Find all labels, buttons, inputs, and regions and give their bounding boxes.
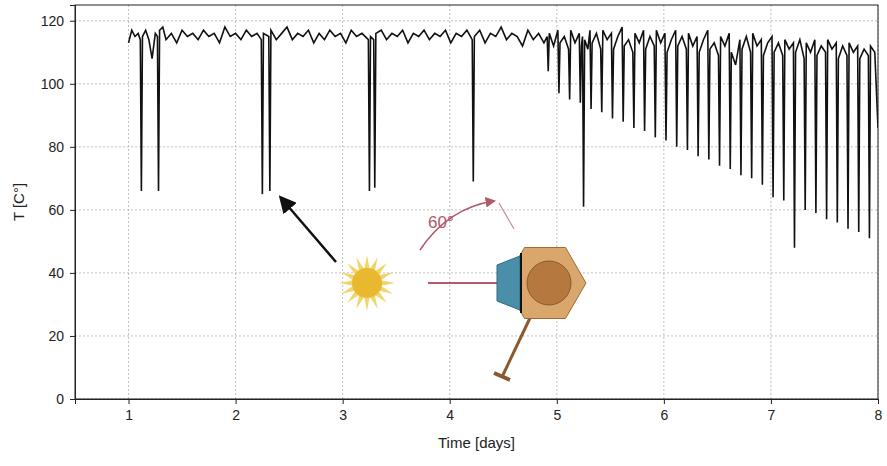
x-axis: 1 2 3 4 5 6 7 8: [76, 399, 883, 423]
tick: 80: [48, 139, 75, 155]
tick-label: 120: [41, 13, 65, 29]
grid-line: [75, 20, 878, 21]
tick: 3: [339, 399, 347, 423]
tick: 4: [446, 399, 454, 423]
tick: 1: [125, 399, 133, 423]
y-axis-title: T [C°]: [10, 183, 27, 221]
tick-label: 2: [232, 407, 240, 423]
tick-label: 4: [446, 407, 454, 423]
angle-arc: [420, 201, 494, 250]
tick-mark: [70, 399, 75, 400]
tilt-line: [499, 203, 514, 229]
tick-label: 100: [41, 76, 65, 92]
y-axis: 0 20 40 60 80 100 120: [41, 6, 76, 407]
tick-label: 7: [768, 407, 776, 423]
tick-label: 20: [48, 328, 64, 344]
tick-label: 80: [48, 139, 64, 155]
marks: [129, 27, 878, 248]
panel-edge: [520, 253, 522, 313]
grid-line: [770, 5, 771, 399]
grid-line: [75, 209, 878, 210]
tick: 0: [56, 391, 75, 407]
tick: 6: [660, 399, 668, 423]
tick-mark: [70, 210, 75, 211]
tick: 2: [232, 399, 240, 423]
grid-line: [556, 5, 557, 399]
sun-rays: [339, 255, 395, 311]
tick: 5: [553, 399, 561, 423]
tick-label: 0: [56, 391, 64, 407]
tick: 100: [41, 76, 75, 92]
tick-label: 60: [48, 202, 64, 218]
tick-label: 40: [48, 265, 64, 281]
grid-line: [75, 83, 878, 84]
reference-line: [428, 282, 497, 284]
panel: [497, 256, 520, 310]
tick-mark: [664, 399, 665, 404]
hexagon-core: [527, 261, 571, 305]
tick-mark: [878, 399, 879, 404]
grid-line: [75, 335, 878, 336]
chart: 12345678020406080100120Time [days]T [C°]…: [0, 0, 887, 466]
tick-label: 3: [339, 407, 347, 423]
axis-line: [70, 6, 76, 400]
grid: [75, 5, 878, 399]
tick: 60: [48, 202, 75, 218]
tick-label: 5: [553, 407, 561, 423]
arrow: [281, 198, 336, 262]
plot-frame: [75, 5, 878, 399]
tick-mark: [70, 84, 75, 85]
rod-end: [494, 373, 510, 380]
grid-line: [235, 5, 236, 399]
grid-line: [75, 272, 878, 273]
grid-line: [75, 146, 878, 147]
tick-mark: [450, 399, 451, 404]
plot: 12345678020406080100120: [41, 5, 883, 423]
tick: 8: [875, 399, 883, 423]
tick-label: 1: [125, 407, 133, 423]
tick-mark: [70, 336, 75, 337]
angle-label: 60°: [428, 213, 454, 232]
tick-mark: [343, 399, 344, 404]
tick-mark: [771, 399, 772, 404]
tick: 7: [768, 399, 776, 423]
tick-mark: [236, 399, 237, 404]
x-axis-title: Time [days]: [438, 434, 515, 451]
tick-mark: [557, 399, 558, 404]
grid-line: [663, 5, 664, 399]
grid-line: [128, 5, 129, 399]
sun: [352, 268, 382, 298]
tick-label: 8: [875, 407, 883, 423]
grid-line: [449, 5, 450, 399]
grid-line: [342, 5, 343, 399]
diagram: 60°: [281, 198, 586, 380]
tick-label: 6: [660, 407, 668, 423]
tick-mark: [70, 147, 75, 148]
tick: 20: [48, 328, 75, 344]
temperature-line: [129, 27, 878, 248]
tick: 120: [41, 13, 75, 29]
axis-line: [76, 400, 879, 405]
rod: [502, 318, 530, 377]
tick-mark: [70, 21, 75, 22]
tick: 40: [48, 265, 75, 281]
tick-mark: [70, 273, 75, 274]
tick-mark: [129, 399, 130, 404]
